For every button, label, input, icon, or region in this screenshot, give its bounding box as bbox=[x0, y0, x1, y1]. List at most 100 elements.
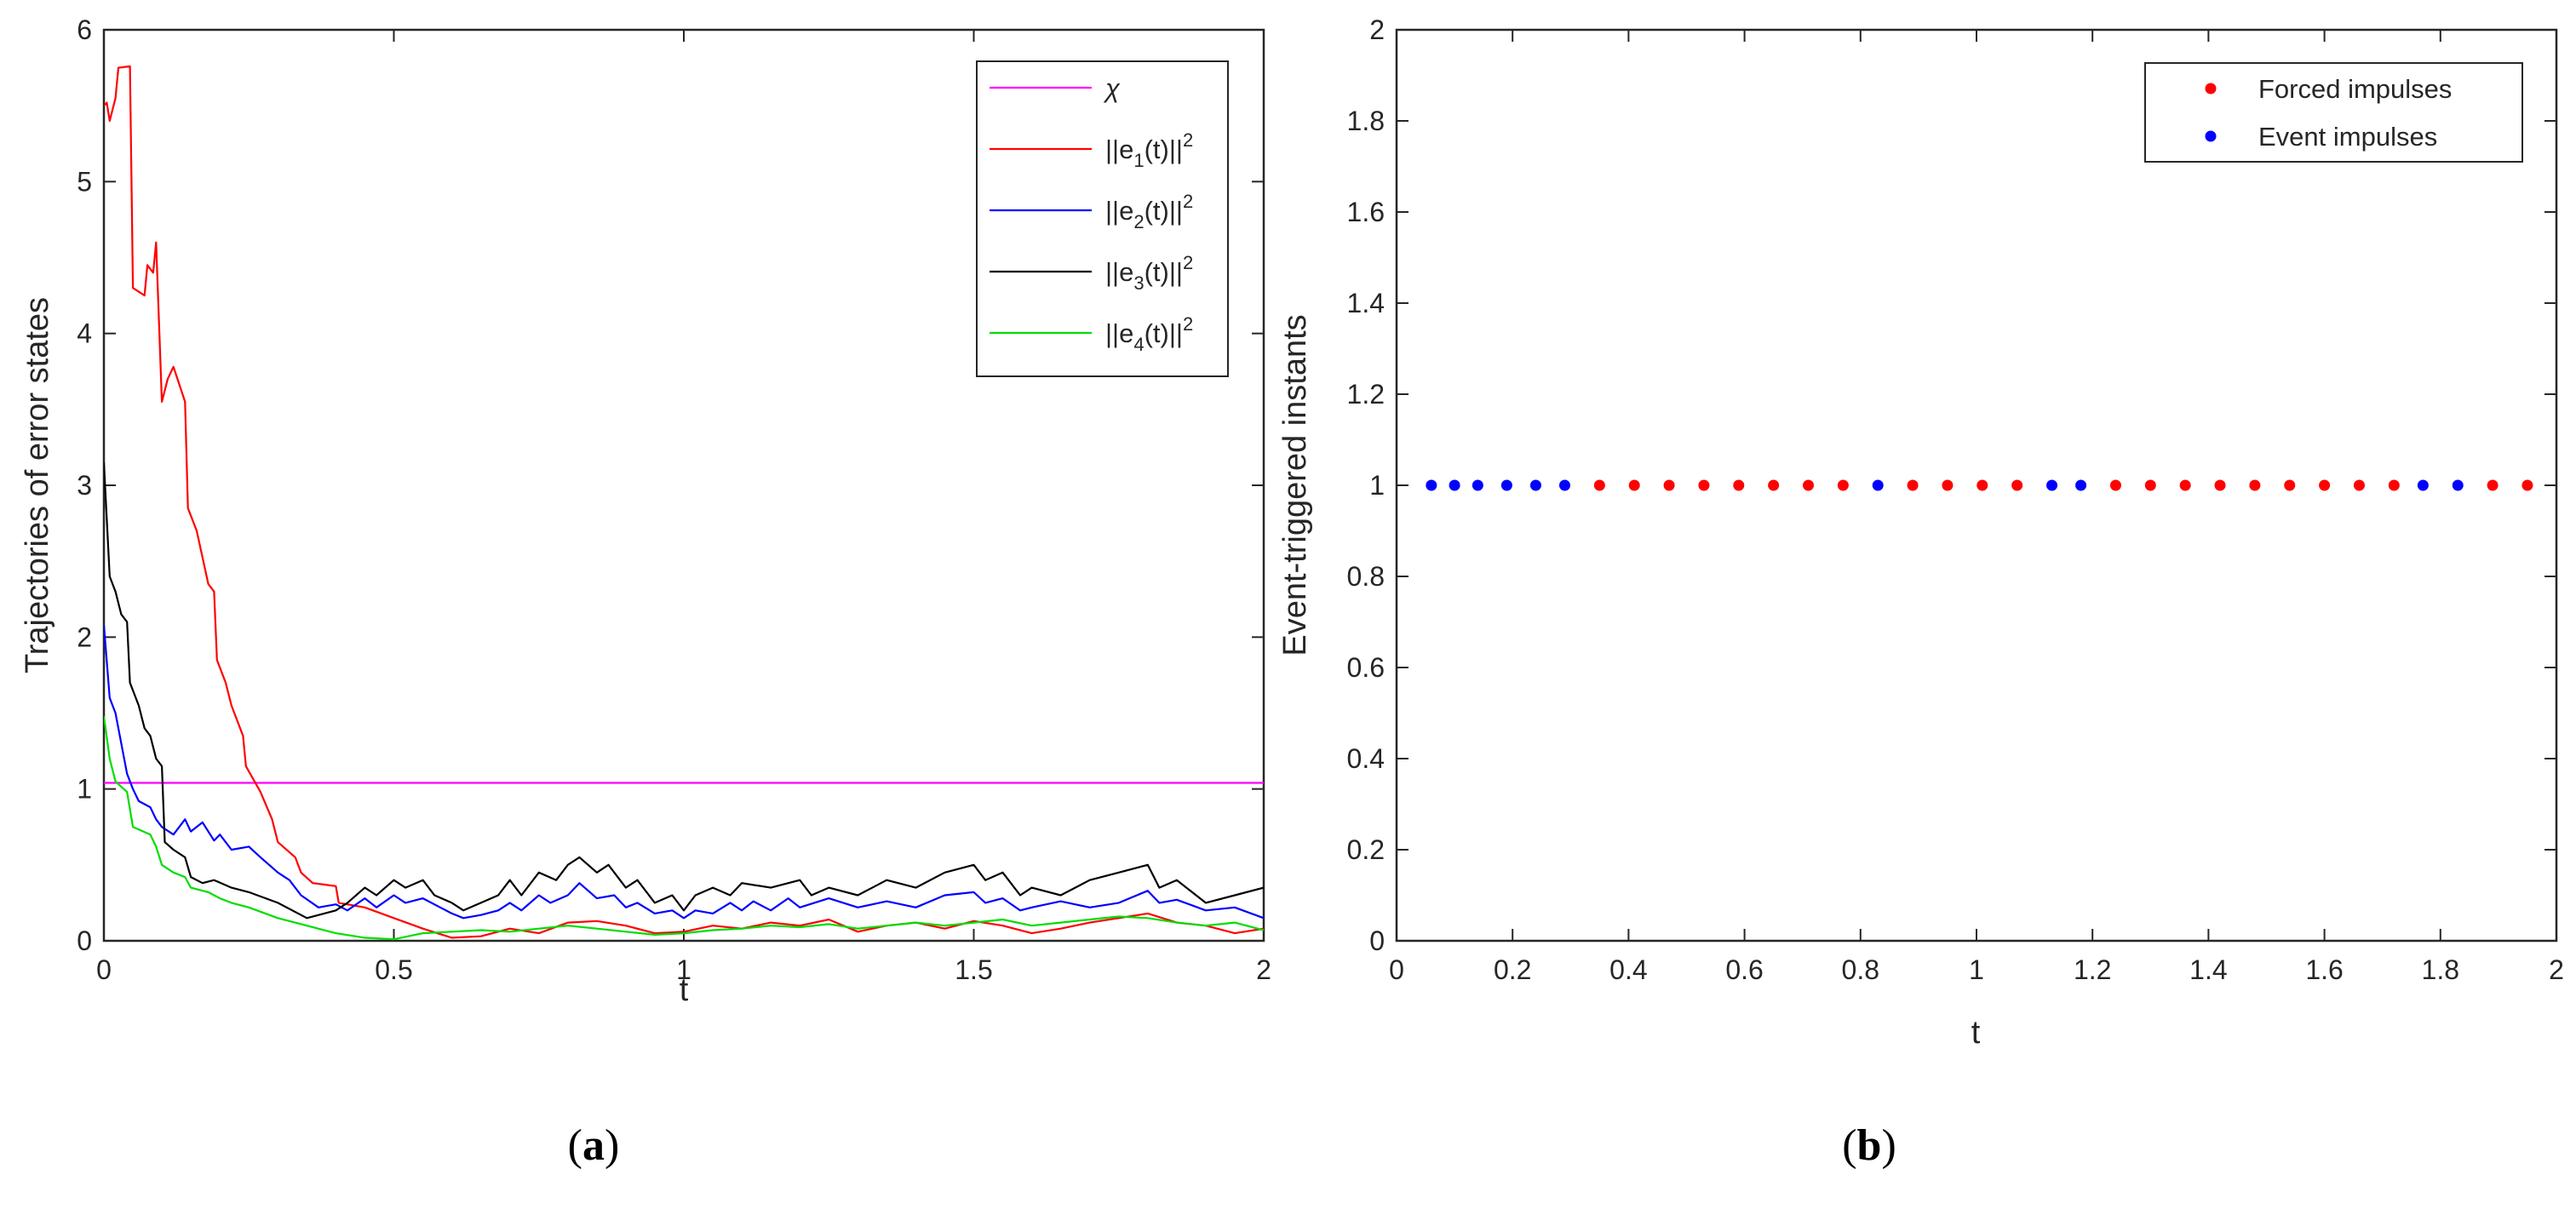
panel-b-xtick-label: 1.2 bbox=[2074, 954, 2111, 985]
panel-b-ytick-label: 1.8 bbox=[1347, 106, 1385, 136]
panel-b-point-forced bbox=[2388, 479, 2400, 491]
panel-a-legend-label-2: ||e2(t)||2 bbox=[1105, 191, 1193, 232]
panel-b-point-forced bbox=[2487, 479, 2499, 491]
panel-b-point-event bbox=[2452, 479, 2464, 491]
panel-b-point-event bbox=[2075, 479, 2087, 491]
panel-b-xlabel: t bbox=[1971, 1015, 1981, 1051]
panel-b-legend-swatch-1 bbox=[2205, 130, 2217, 142]
panel-b-ytick-label: 1 bbox=[1369, 470, 1385, 501]
panel-b-legend-box bbox=[2144, 62, 2523, 163]
panel-b-xtick-label: 1.4 bbox=[2189, 954, 2227, 985]
panel-a-caption: (a) bbox=[568, 1121, 620, 1170]
panel-b-point-forced bbox=[2179, 479, 2191, 491]
panel-b-point-forced bbox=[1733, 479, 1745, 491]
panel-b-point-forced bbox=[2214, 479, 2226, 491]
panel-b-ytick-label: 0.4 bbox=[1347, 743, 1385, 774]
panel-a-legend: χ ||e1(t)||2 ||e2(t)||2 ||e3(t)||2 ||e4(t)||… bbox=[976, 60, 1229, 377]
panel-b-point-forced bbox=[1942, 479, 1954, 491]
panel-b-point-forced bbox=[2011, 479, 2023, 491]
panel-a-series-line-2 bbox=[104, 625, 1264, 920]
panel-b-legend-label-1: Event impulses bbox=[2258, 122, 2437, 152]
panel-b-xtick-label: 2 bbox=[2549, 954, 2564, 985]
panel-a-ytick-label: 3 bbox=[77, 470, 92, 501]
panel-b-legend: Forced impulses Event impulses bbox=[2144, 62, 2523, 163]
panel-b-ytick-label: 1.2 bbox=[1347, 379, 1385, 410]
panel-b-caption-letter: b bbox=[1857, 1121, 1882, 1170]
panel-b-xtick-label: 1.8 bbox=[2422, 954, 2459, 985]
panel-b-caption: (b) bbox=[1842, 1121, 1896, 1170]
panel-a-series-line-3 bbox=[104, 462, 1264, 920]
panel-a-xtick-label: 0.5 bbox=[375, 954, 412, 985]
panel-b-legend-swatch-0 bbox=[2205, 83, 2217, 95]
panel-b-xtick-label: 0.6 bbox=[1725, 954, 1763, 985]
panel-b-point-forced bbox=[1663, 479, 1675, 491]
panel-b-point-forced bbox=[2284, 479, 2296, 491]
panel-a-legend-label-0: χ bbox=[1103, 73, 1121, 103]
panel-a-series-group bbox=[104, 65, 1264, 941]
panel-a-ytick-label: 1 bbox=[77, 774, 92, 805]
panel-a-ticks: 0 0.5 1 1.5 2 0 1 2 3 4 5 6 bbox=[77, 14, 1271, 985]
panel-b-point-forced bbox=[1976, 479, 1988, 491]
panel-a-caption-letter: a bbox=[582, 1121, 605, 1170]
panel-a-legend-box bbox=[976, 60, 1229, 377]
panel-b-ytick-label: 1.6 bbox=[1347, 197, 1385, 227]
panel-b-xtick-label: 1.6 bbox=[2305, 954, 2343, 985]
panel-b-ytick-label: 2 bbox=[1369, 14, 1385, 45]
panel-a-xlabel: t bbox=[680, 972, 689, 1008]
panel-b-point-forced bbox=[1593, 479, 1605, 491]
panel-b-ytick-label: 0.6 bbox=[1347, 652, 1385, 683]
panel-b-point-event bbox=[1529, 479, 1541, 491]
panel-b-ytick-label: 0 bbox=[1369, 925, 1385, 956]
panel-a-series-line-4 bbox=[104, 715, 1264, 941]
panel-a-legend-label-3: ||e3(t)||2 bbox=[1105, 252, 1193, 294]
panel-b-xtick-label: 0.8 bbox=[1842, 954, 1879, 985]
panel-b-point-forced bbox=[2109, 479, 2121, 491]
panel-a-ytick-label: 6 bbox=[77, 14, 92, 45]
panel-b-point-forced bbox=[2249, 479, 2261, 491]
panel-a-chart: 0 0.5 1 1.5 2 0 1 2 3 4 5 6 t Trajectories of error… bbox=[20, 14, 1271, 1170]
panel-b-point-event bbox=[1558, 479, 1570, 491]
panel-b-ytick-label: 0.2 bbox=[1347, 834, 1385, 865]
panel-b-point-forced bbox=[1803, 479, 1815, 491]
panel-b-xtick-label: 0.2 bbox=[1494, 954, 1531, 985]
panel-b-series-group bbox=[1426, 479, 2533, 491]
panel-b-point-forced bbox=[1698, 479, 1710, 491]
panel-b-ticks: 0 0.2 0.4 0.6 0.8 1 1.2 1.4 1.6 1.8 2 0 0.2 0.4 0.6 0.8… bbox=[1347, 14, 2564, 985]
panel-a-ylabel: Trajectories of error states bbox=[20, 297, 55, 673]
panel-b-point-forced bbox=[2319, 479, 2331, 491]
panel-a-ytick-label: 0 bbox=[77, 925, 92, 956]
panel-b-point-event bbox=[1449, 479, 1460, 491]
panel-b-ytick-label: 0.8 bbox=[1347, 561, 1385, 592]
panel-a-ytick-label: 4 bbox=[77, 318, 92, 349]
panel-a-legend-label-4: ||e4(t)||2 bbox=[1105, 313, 1193, 355]
panel-a-xtick-label: 1 bbox=[676, 954, 691, 985]
panel-b-point-forced bbox=[1837, 479, 1849, 491]
panel-b-legend-label-0: Forced impulses bbox=[2258, 74, 2452, 104]
panel-b-point-event bbox=[1426, 479, 1437, 491]
panel-b-point-event bbox=[2046, 479, 2058, 491]
panel-b-point-forced bbox=[2521, 479, 2533, 491]
panel-b-point-forced bbox=[1768, 479, 1780, 491]
panel-a-xtick-label: 2 bbox=[1256, 954, 1271, 985]
panel-b-xtick-label: 0 bbox=[1389, 954, 1404, 985]
panel-b-xtick-label: 1 bbox=[1969, 954, 1984, 985]
panel-b-point-forced bbox=[2353, 479, 2365, 491]
panel-a-ytick-label: 5 bbox=[77, 166, 92, 197]
panel-a-xtick-label: 0 bbox=[96, 954, 112, 985]
panel-b-point-forced bbox=[2144, 479, 2156, 491]
panel-a-legend-label-1: ||e1(t)||2 bbox=[1105, 129, 1193, 171]
panel-b-point-event bbox=[1472, 479, 1483, 491]
panel-b-point-event bbox=[1500, 479, 1512, 491]
panel-b-point-event bbox=[1872, 479, 1884, 491]
panel-b-point-forced bbox=[1628, 479, 1640, 491]
panel-b-ylabel: Event-triggered instants bbox=[1277, 314, 1313, 656]
panel-a-xtick-label: 1.5 bbox=[955, 954, 992, 985]
panel-b-xtick-label: 0.4 bbox=[1609, 954, 1647, 985]
panel-b-ytick-label: 1.4 bbox=[1347, 288, 1385, 318]
panel-b-point-event bbox=[2417, 479, 2429, 491]
panel-a-ytick-label: 2 bbox=[77, 622, 92, 652]
panel-b-chart: 0 0.2 0.4 0.6 0.8 1 1.2 1.4 1.6 1.8 2 0 0.2 0.4 0.6 0.8… bbox=[1277, 14, 2564, 1170]
panel-b-point-forced bbox=[1907, 479, 1919, 491]
